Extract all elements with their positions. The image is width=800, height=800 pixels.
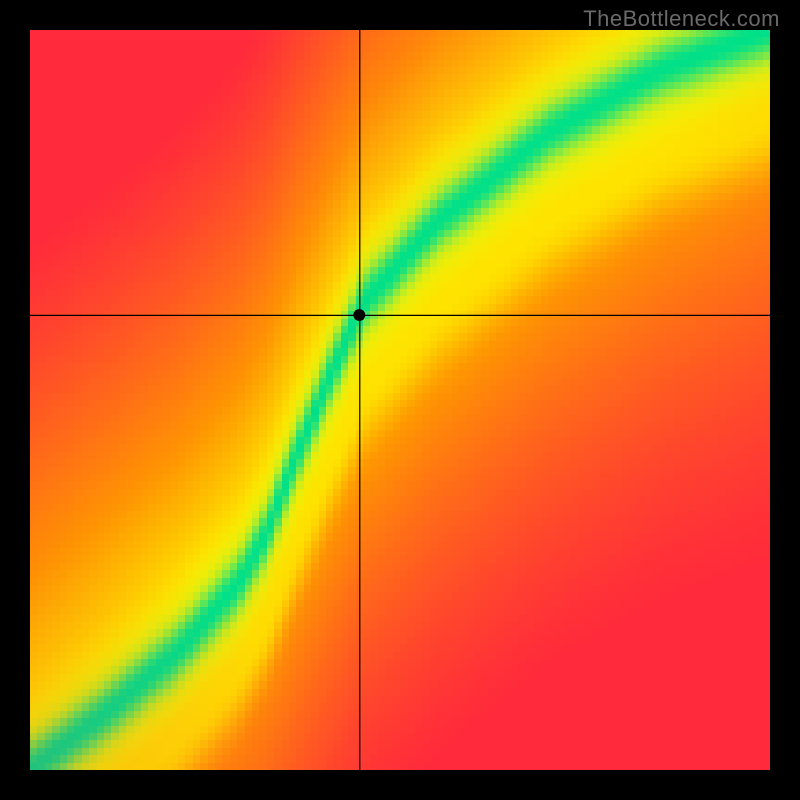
watermark-text: TheBottleneck.com bbox=[583, 6, 780, 32]
chart-root: { "watermark": { "text": "TheBottleneck.… bbox=[0, 0, 800, 800]
bottleneck-heatmap bbox=[0, 0, 800, 800]
